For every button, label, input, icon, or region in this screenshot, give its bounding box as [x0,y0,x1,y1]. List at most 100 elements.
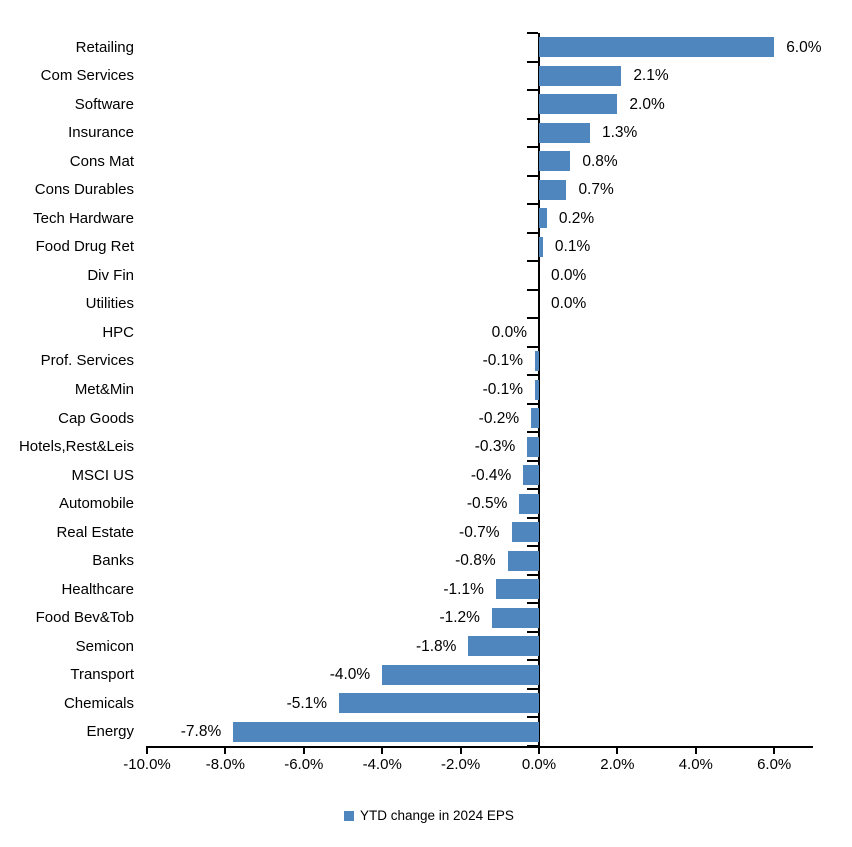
x-axis-tick [773,746,776,754]
value-label: 0.8% [582,152,618,170]
value-label: -1.2% [439,609,480,627]
category-axis-tick [527,203,538,206]
bar [519,493,539,514]
category-label: Insurance [68,124,134,142]
bar [539,37,775,58]
category-axis-tick [527,630,538,633]
category-axis-tick [527,745,538,747]
value-label: -7.8% [180,723,222,741]
bar [539,179,567,200]
value-label: -5.1% [286,694,328,712]
bar [535,350,539,371]
category-axis-tick [527,431,538,434]
x-axis-tick [694,746,697,754]
x-axis-line [147,746,813,748]
category-axis-tick [527,174,538,177]
bar [527,436,539,457]
category-label: Cap Goods [58,409,134,427]
bar [339,693,539,714]
x-axis-tick [459,746,462,754]
category-axis-tick [527,117,538,120]
x-axis-tick [302,746,305,754]
x-axis-tick-label: -8.0% [205,756,245,773]
category-label: Real Estate [56,523,134,541]
value-label: -0.4% [470,466,512,484]
value-label: -4.0% [329,666,371,684]
legend-swatch [344,810,354,821]
category-axis-tick [527,687,538,690]
bar [523,465,539,486]
category-label: Automobile [58,495,134,513]
category-axis-tick [527,231,538,234]
category-axis-tick [527,516,538,519]
bar [539,94,618,115]
bar [539,236,543,257]
bar [491,607,539,628]
category-label: Banks [92,552,134,570]
category-axis-tick [527,317,538,320]
x-axis-tick-label: -10.0% [123,756,171,773]
category-axis-tick [527,459,538,462]
legend-label: YTD change in 2024 EPS [360,808,514,823]
category-label: MSCI US [71,466,134,484]
category-axis-tick [527,602,538,605]
category-label: Com Services [40,67,134,85]
bar [511,522,539,543]
category-label: Healthcare [61,580,134,598]
value-label: 1.3% [601,124,638,142]
category-axis-tick [527,659,538,662]
value-label: 0.2% [558,209,595,227]
category-axis-tick [527,345,538,348]
bar [468,636,539,657]
x-axis-tick-label: -6.0% [284,756,324,773]
x-axis-tick-label: 2.0% [600,756,635,773]
category-label: Semicon [75,637,134,655]
category-label: Food Drug Ret [35,238,134,256]
category-axis-tick [527,32,538,34]
value-label: -0.1% [482,381,524,398]
category-axis-tick [527,60,538,63]
value-label: 6.0% [786,38,822,56]
category-axis-tick [527,545,538,548]
x-axis-tick-label: 0.0% [521,756,557,773]
x-axis-tick-label: 6.0% [757,756,792,773]
value-label: -0.1% [482,352,524,370]
value-label: 0.0% [491,323,527,341]
category-label: Met&Min [74,381,134,398]
category-label: Food Bev&Tob [35,609,134,627]
category-axis-tick [527,89,538,92]
bar [539,208,547,229]
bar [535,379,539,400]
category-axis-tick [527,288,538,291]
category-axis-tick [527,402,538,405]
category-label: Tech Hardware [33,209,134,227]
category-axis-tick [527,573,538,576]
value-label: -1.1% [443,580,484,598]
category-axis-tick [527,260,538,263]
value-label: -0.8% [455,552,496,570]
category-axis-tick [527,374,538,377]
category-label: Software [74,95,134,113]
category-label: Transport [70,666,134,684]
bar [539,151,571,172]
value-label: 0.0% [551,295,587,313]
value-label: -0.2% [478,409,520,427]
bar [233,721,539,742]
value-label: 2.0% [629,95,665,113]
value-label: 0.1% [554,238,591,256]
legend: YTD change in 2024 EPS [344,809,514,823]
category-axis-tick [527,146,538,149]
bar [539,122,590,143]
x-axis-tick [381,746,384,754]
category-label: Retailing [75,38,134,56]
category-axis-tick [527,488,538,491]
bar [507,550,539,571]
value-label: -0.3% [474,438,516,456]
category-axis-tick [527,716,538,719]
category-label: Cons Durables [34,181,134,199]
bar [531,408,539,429]
category-label: Prof. Services [40,352,134,370]
value-label: -1.8% [415,637,457,655]
bar [495,579,539,600]
value-label: 2.1% [633,67,669,85]
